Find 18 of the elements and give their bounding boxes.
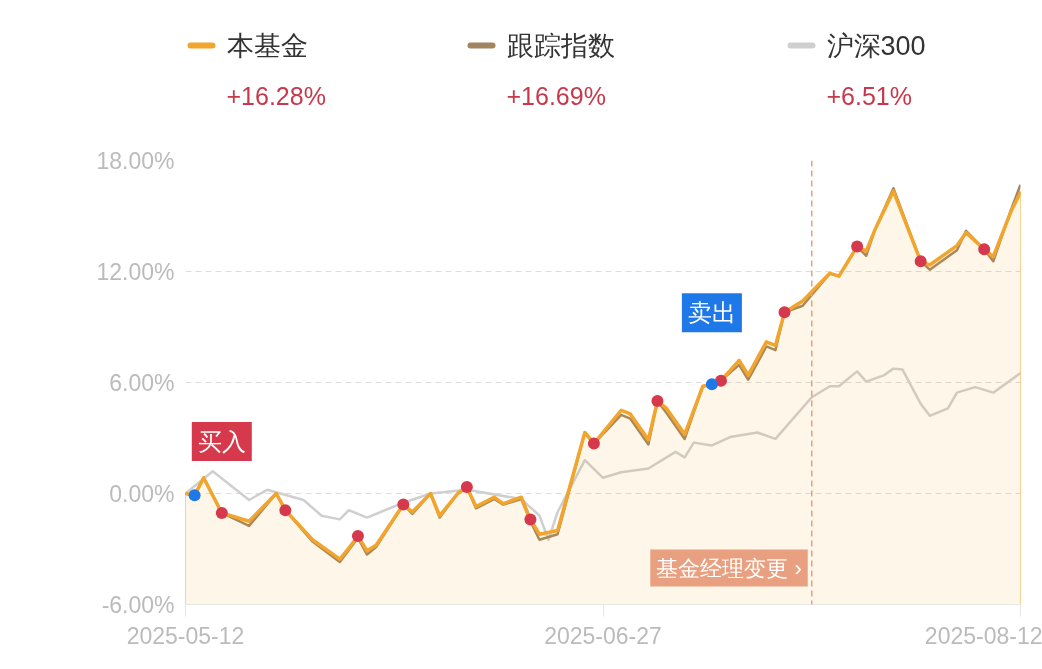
legend-label: 本基金 [226, 30, 308, 61]
x-tick-label: 2025-08-12 [924, 622, 1042, 649]
line-series [185, 367, 1021, 541]
legend-label: 沪深300 [826, 30, 926, 61]
y-tick-label: -6.00% [101, 591, 175, 618]
y-tick-label: 0.00% [109, 480, 175, 507]
text: +6.51% [826, 81, 912, 110]
x-tick-label: 2025-05-12 [126, 622, 245, 649]
y-tick-label: 18.00% [96, 147, 175, 174]
annotation: 卖出 [687, 299, 736, 327]
text: +16.69% [506, 81, 606, 110]
ref-line-label: 基金经理变更 › [656, 555, 802, 581]
y-tick-label: 6.00% [109, 369, 175, 396]
y-tick-label: 12.00% [96, 258, 175, 285]
x-tick-label: 2025-06-27 [544, 622, 662, 649]
text: +16.28% [226, 81, 326, 110]
annotation: 买入 [197, 427, 246, 455]
legend-label: 跟踪指数 [506, 30, 615, 61]
